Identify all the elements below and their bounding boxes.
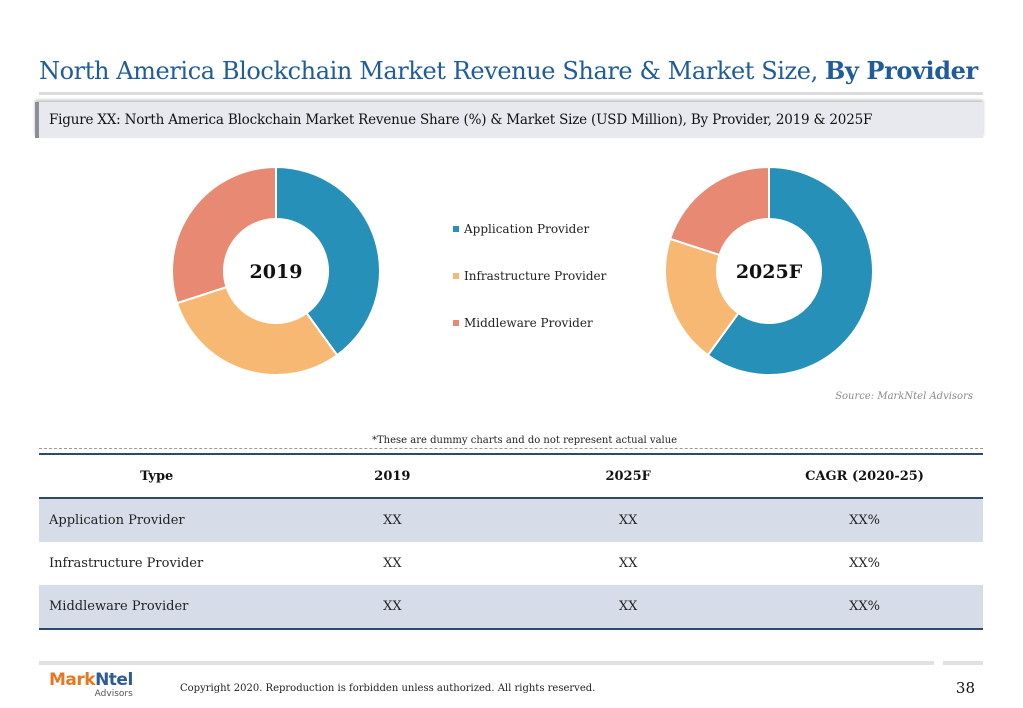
copyright-text: Copyright 2020. Reproduction is forbidde… [180, 683, 596, 694]
footer-divider [39, 661, 934, 665]
donut-2025f-slice-application [706, 165, 874, 376]
donut-2025f-slice-infrastructure [664, 237, 740, 357]
logo-ntel-text: Ntel [95, 670, 133, 690]
dashed-divider [39, 448, 983, 449]
row-type: Middleware Provider [39, 585, 275, 630]
donut-charts: 2019 2025F [171, 165, 874, 376]
legend-item-middleware: Middleware Provider [453, 316, 593, 330]
figure-caption: Figure XX: North America Blockchain Mark… [49, 112, 873, 128]
row-2019: XX [274, 585, 511, 630]
table-row: Application Provider XX XX XX% [39, 498, 983, 542]
market-table: Type 2019 2025F CAGR (2020-25) Applicati… [39, 453, 983, 630]
footer-divider-short [943, 661, 983, 665]
legend-swatch-middleware [453, 319, 459, 326]
header-type: Type [39, 453, 275, 499]
logo-wordmark: MarkNtel [49, 672, 133, 689]
figure-caption-bar: Figure XX: North America Blockchain Mark… [35, 102, 983, 138]
row-cagr: XX% [746, 585, 983, 630]
header-2019: 2019 [274, 453, 511, 499]
row-cagr: XX% [849, 556, 880, 571]
header-cagr: CAGR (2020-25) [746, 453, 983, 499]
row-2019: XX [274, 498, 511, 542]
row-2025f: XX [510, 498, 747, 542]
header-2025f: 2025F [510, 453, 747, 499]
row-type: Infrastructure Provider [49, 556, 204, 571]
page-title: North America Blockchain Market Revenue … [39, 56, 978, 85]
legend-label-middleware: Middleware Provider [464, 316, 593, 330]
source-note: Source: MarkNtel Advisors [835, 391, 973, 402]
table-row: Infrastructure Provider XX XX XX% [39, 542, 983, 585]
legend-label-infrastructure: Infrastructure Provider [464, 269, 607, 283]
legend-item-infrastructure: Infrastructure Provider [453, 269, 606, 283]
logo-mark-text: Mark [49, 670, 96, 690]
donut-center-label-2019: 2019 [250, 261, 303, 283]
logo-subtitle: Advisors [94, 689, 133, 699]
page-title-main: North America Blockchain Market Revenue … [39, 57, 826, 85]
legend-label-application: Application Provider [464, 222, 590, 236]
table-header-row: Type 2019 2025F CAGR (2020-25) [39, 453, 983, 499]
donut-2025f-slice-middleware [668, 165, 770, 257]
donut-2019-slice-middleware [171, 165, 277, 305]
page-number: 38 [955, 679, 975, 697]
table-row: Middleware Provider XX XX XX% [39, 585, 983, 630]
row-2025f: XX [618, 556, 638, 571]
legend-swatch-application [453, 225, 459, 232]
page-title-bold: By Provider [825, 56, 978, 85]
markntel-logo: MarkNtel Advisors [49, 672, 133, 700]
donut-2019-slice-infrastructure [175, 285, 339, 376]
donut-2019-slice-application [275, 165, 381, 357]
donut-center-label-2025f: 2025F [736, 261, 803, 283]
legend-swatch-infrastructure [453, 272, 459, 279]
row-2025f: XX [510, 585, 747, 630]
title-divider [39, 92, 983, 95]
row-type: Application Provider [39, 498, 275, 542]
dummy-chart-note: *These are dummy charts and do not repre… [372, 435, 678, 446]
legend-item-application: Application Provider [453, 222, 589, 236]
row-2019: XX [383, 556, 402, 571]
row-cagr: XX% [746, 498, 983, 542]
